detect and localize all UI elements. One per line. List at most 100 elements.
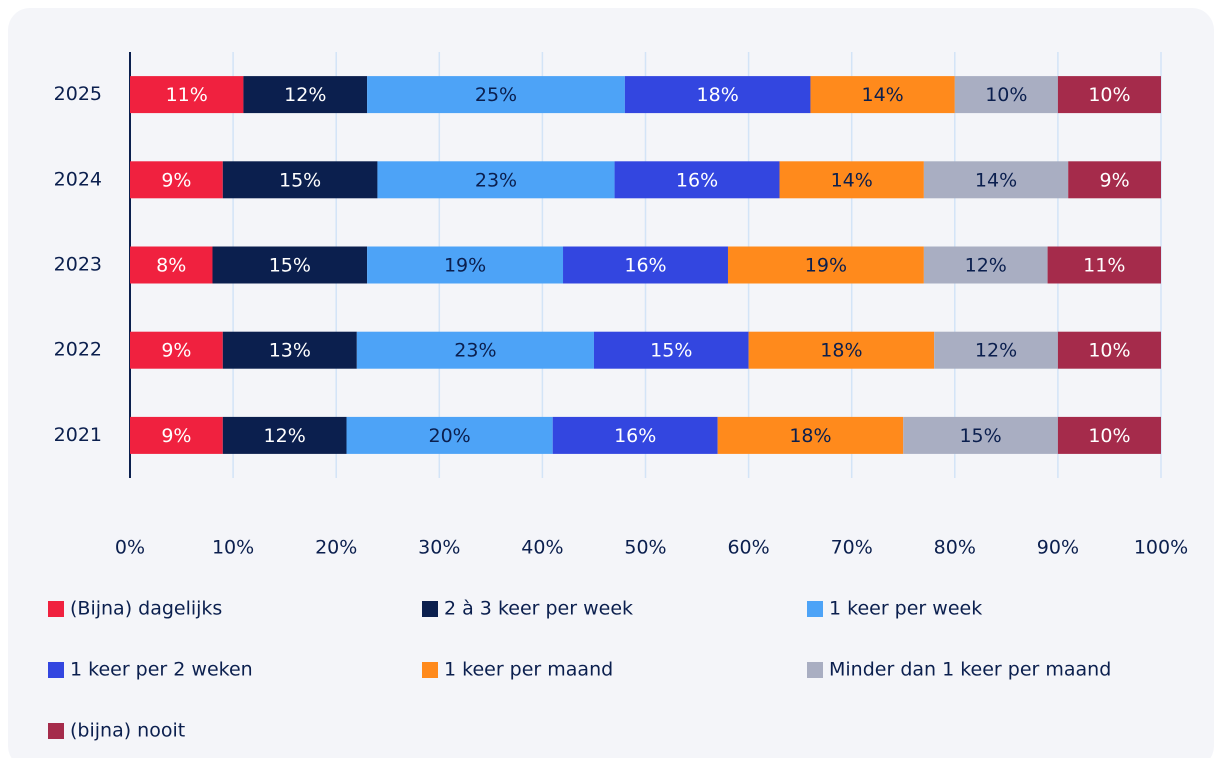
bar-segment [923, 161, 1069, 199]
value-label: 16% [624, 255, 666, 277]
bar-segment [934, 331, 1058, 369]
legend-swatch [422, 662, 438, 678]
legend-swatch [48, 601, 64, 617]
legend-swatch [807, 601, 823, 617]
bar-segment [1057, 76, 1161, 114]
value-label: 14% [975, 169, 1017, 191]
value-label: 9% [1100, 169, 1130, 191]
bar-segment [130, 246, 213, 284]
legend-label: 1 keer per week [829, 598, 982, 620]
legend-swatch [48, 723, 64, 739]
legend-label: 1 keer per maand [444, 659, 613, 681]
x-tick-label: 90% [1037, 537, 1079, 559]
bar-segment [222, 161, 378, 199]
bar-segment [614, 161, 780, 199]
value-label: 20% [428, 425, 470, 447]
bar-segment [130, 416, 223, 454]
bar-segment [779, 161, 924, 199]
value-label: 9% [161, 169, 191, 191]
value-label: 11% [166, 84, 208, 106]
bar-segment [1068, 161, 1161, 199]
value-label: 23% [454, 340, 496, 362]
x-tick-label: 100% [1134, 537, 1188, 559]
bar-segment [346, 416, 553, 454]
y-tick-label: 2024 [54, 168, 102, 190]
x-tick-label: 20% [315, 537, 357, 559]
x-tick-label: 60% [727, 537, 769, 559]
bar-segment [356, 331, 594, 369]
bar-segment [367, 246, 564, 284]
bar-segment [552, 416, 718, 454]
bar-segment [367, 76, 625, 114]
value-label: 15% [959, 425, 1001, 447]
legend-swatch [48, 662, 64, 678]
legend-label: 1 keer per 2 weken [70, 659, 253, 681]
value-label: 13% [269, 340, 311, 362]
bar-segment [1057, 416, 1161, 454]
legend-label: 2 à 3 keer per week [444, 598, 633, 620]
value-label: 18% [820, 340, 862, 362]
y-tick-label: 2023 [54, 254, 102, 276]
bar-segment [222, 331, 357, 369]
value-label: 15% [279, 169, 321, 191]
value-label: 8% [156, 255, 186, 277]
value-label: 9% [161, 425, 191, 447]
bar-segment [1057, 331, 1161, 369]
bar-segment [923, 246, 1048, 284]
value-label: 10% [1088, 84, 1130, 106]
bar-segment [903, 416, 1058, 454]
bar-segment [222, 416, 347, 454]
bar-segment [377, 161, 615, 199]
value-label: 25% [475, 84, 517, 106]
bar-segment [130, 76, 244, 114]
bar-segment [212, 246, 368, 284]
value-label: 15% [650, 340, 692, 362]
bar-segment [717, 416, 904, 454]
legend-label: (bijna) nooit [70, 720, 185, 742]
bar-segment [243, 76, 368, 114]
x-tick-label: 0% [115, 537, 145, 559]
y-tick-label: 2022 [54, 339, 102, 361]
x-tick-label: 30% [418, 537, 460, 559]
y-tick-label: 2025 [54, 83, 102, 105]
bar-segment [624, 76, 811, 114]
value-label: 10% [985, 84, 1027, 106]
bar-segment [954, 76, 1058, 114]
y-tick-label: 2021 [54, 424, 102, 446]
value-label: 16% [676, 169, 718, 191]
legend-label: (Bijna) dagelijks [70, 598, 222, 620]
value-label: 10% [1088, 425, 1130, 447]
bar-segment [1047, 246, 1161, 284]
value-label: 12% [264, 425, 306, 447]
bar-segment [810, 76, 955, 114]
value-label: 18% [697, 84, 739, 106]
value-label: 14% [862, 84, 904, 106]
value-label: 12% [975, 340, 1017, 362]
x-tick-label: 80% [934, 537, 976, 559]
value-label: 9% [161, 340, 191, 362]
value-label: 16% [614, 425, 656, 447]
value-label: 12% [284, 84, 326, 106]
value-label: 18% [789, 425, 831, 447]
value-label: 15% [269, 255, 311, 277]
legend-swatch [422, 601, 438, 617]
bar-segment [130, 161, 223, 199]
value-label: 14% [831, 169, 873, 191]
value-label: 12% [965, 255, 1007, 277]
bar-segment [593, 331, 749, 369]
value-label: 11% [1083, 255, 1125, 277]
bar-segment [130, 331, 223, 369]
legend-swatch [807, 662, 823, 678]
value-label: 23% [475, 169, 517, 191]
x-tick-label: 10% [212, 537, 254, 559]
value-label: 10% [1088, 340, 1130, 362]
x-tick-label: 50% [624, 537, 666, 559]
bar-segment [563, 246, 728, 284]
x-tick-label: 70% [831, 537, 873, 559]
bar-segment [727, 246, 924, 284]
card [8, 8, 1214, 758]
value-label: 19% [444, 255, 486, 277]
x-tick-label: 40% [521, 537, 563, 559]
bar-segment [748, 331, 935, 369]
